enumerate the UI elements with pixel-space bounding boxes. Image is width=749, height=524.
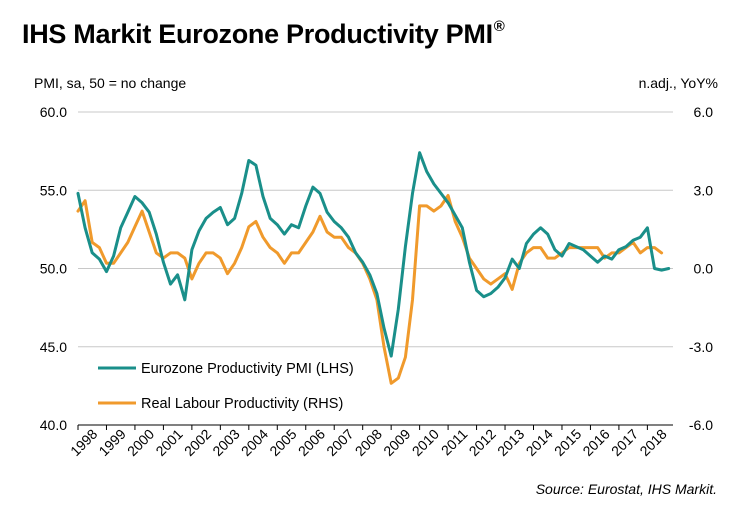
right-tick-label: -3.0 <box>689 339 713 355</box>
x-tick-label: 2005 <box>266 426 299 459</box>
series-line-labour <box>76 194 664 385</box>
registered-mark: ® <box>493 18 505 35</box>
left-axis-unit: PMI, sa, 50 = no change <box>34 75 187 91</box>
x-tick-label: 2003 <box>209 426 242 459</box>
x-tick-label: 2012 <box>466 426 499 459</box>
left-tick-label: 50.0 <box>40 261 67 277</box>
x-tick-label: 2017 <box>608 426 641 459</box>
left-tick-label: 40.0 <box>40 417 67 433</box>
x-tick-label: 2007 <box>323 426 356 459</box>
x-tick-label: 2006 <box>295 426 328 459</box>
chart-title-text: IHS Markit Eurozone Productivity PMI <box>22 19 493 49</box>
legend: Eurozone Productivity PMI (LHS) Real Labo… <box>98 361 354 412</box>
left-tick-label: 60.0 <box>40 104 67 120</box>
x-tick-label: 2000 <box>124 426 157 459</box>
x-tick-label: 2004 <box>238 426 271 459</box>
series-layer <box>76 151 671 385</box>
x-tick-label: 2001 <box>152 426 185 459</box>
x-tick-label: 2015 <box>551 426 584 459</box>
right-tick-label: -6.0 <box>689 417 713 433</box>
right-tick-label: 3.0 <box>694 182 714 198</box>
x-tick-label: 2008 <box>352 426 385 459</box>
legend-label: Eurozone Productivity PMI (LHS) <box>141 361 354 377</box>
grid-lines <box>78 111 673 426</box>
source-note: Source: Eurostat, IHS Markit. <box>535 481 717 497</box>
series-line-pmi <box>76 151 671 358</box>
x-tick-label: 2016 <box>579 426 612 459</box>
chart-title: IHS Markit Eurozone Productivity PMI® <box>22 18 505 50</box>
right-tick-label: 6.0 <box>694 104 714 120</box>
right-tick-label: 0.0 <box>694 261 714 277</box>
x-tick-label: 2014 <box>523 426 556 459</box>
left-tick-label: 45.0 <box>40 339 67 355</box>
x-tick-label: 2018 <box>636 426 669 459</box>
x-tick-label: 2009 <box>380 426 413 459</box>
right-axis-unit: n.adj., YoY% <box>638 75 718 91</box>
x-tick-label: 2013 <box>494 426 527 459</box>
left-tick-label: 55.0 <box>40 182 67 198</box>
x-tick-label: 1998 <box>67 426 100 459</box>
x-tick-label: 1999 <box>95 426 128 459</box>
x-tick-label: 2002 <box>181 426 214 459</box>
x-tick-label: 2011 <box>438 426 471 459</box>
x-tick-label: 2010 <box>409 426 442 459</box>
legend-label: Real Labour Productivity (RHS) <box>141 396 343 412</box>
